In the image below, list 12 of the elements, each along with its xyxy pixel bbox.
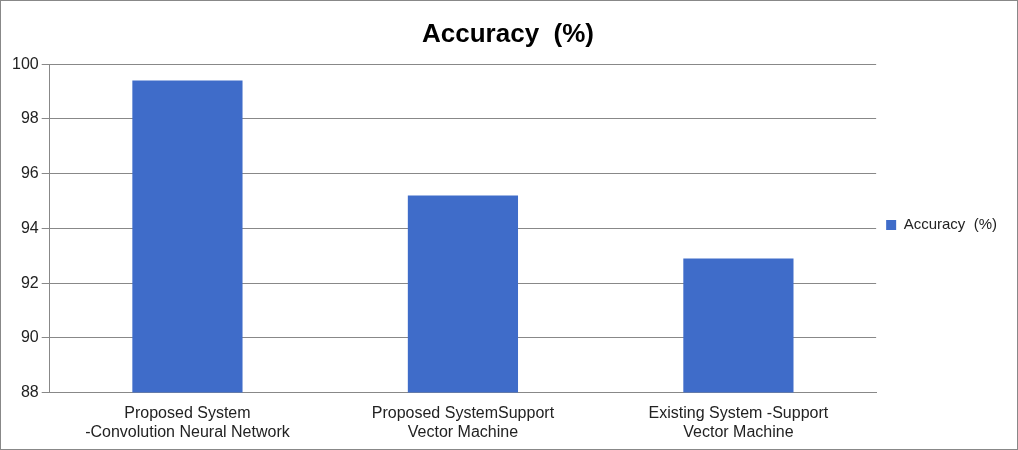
y-tick-label: 92 [20,273,39,291]
x-tick-label: Proposed System -Convolution Neural Network [85,403,291,440]
y-tick-label: 94 [20,218,39,236]
y-tick-label: 100 [11,54,39,72]
y-tick-label: 96 [20,164,39,182]
y-tick-label: 90 [20,328,39,346]
y-tick-label: 88 [20,383,39,401]
x-tick-label: Existing System -Support Vector Machine [648,403,829,440]
x-tick-label: Proposed SystemSupport Vector Machine [371,403,555,440]
legend-label: Accuracy (%) [903,215,998,233]
y-tick-label: 98 [20,109,39,127]
chart-title: Accuracy (%) [422,17,594,48]
